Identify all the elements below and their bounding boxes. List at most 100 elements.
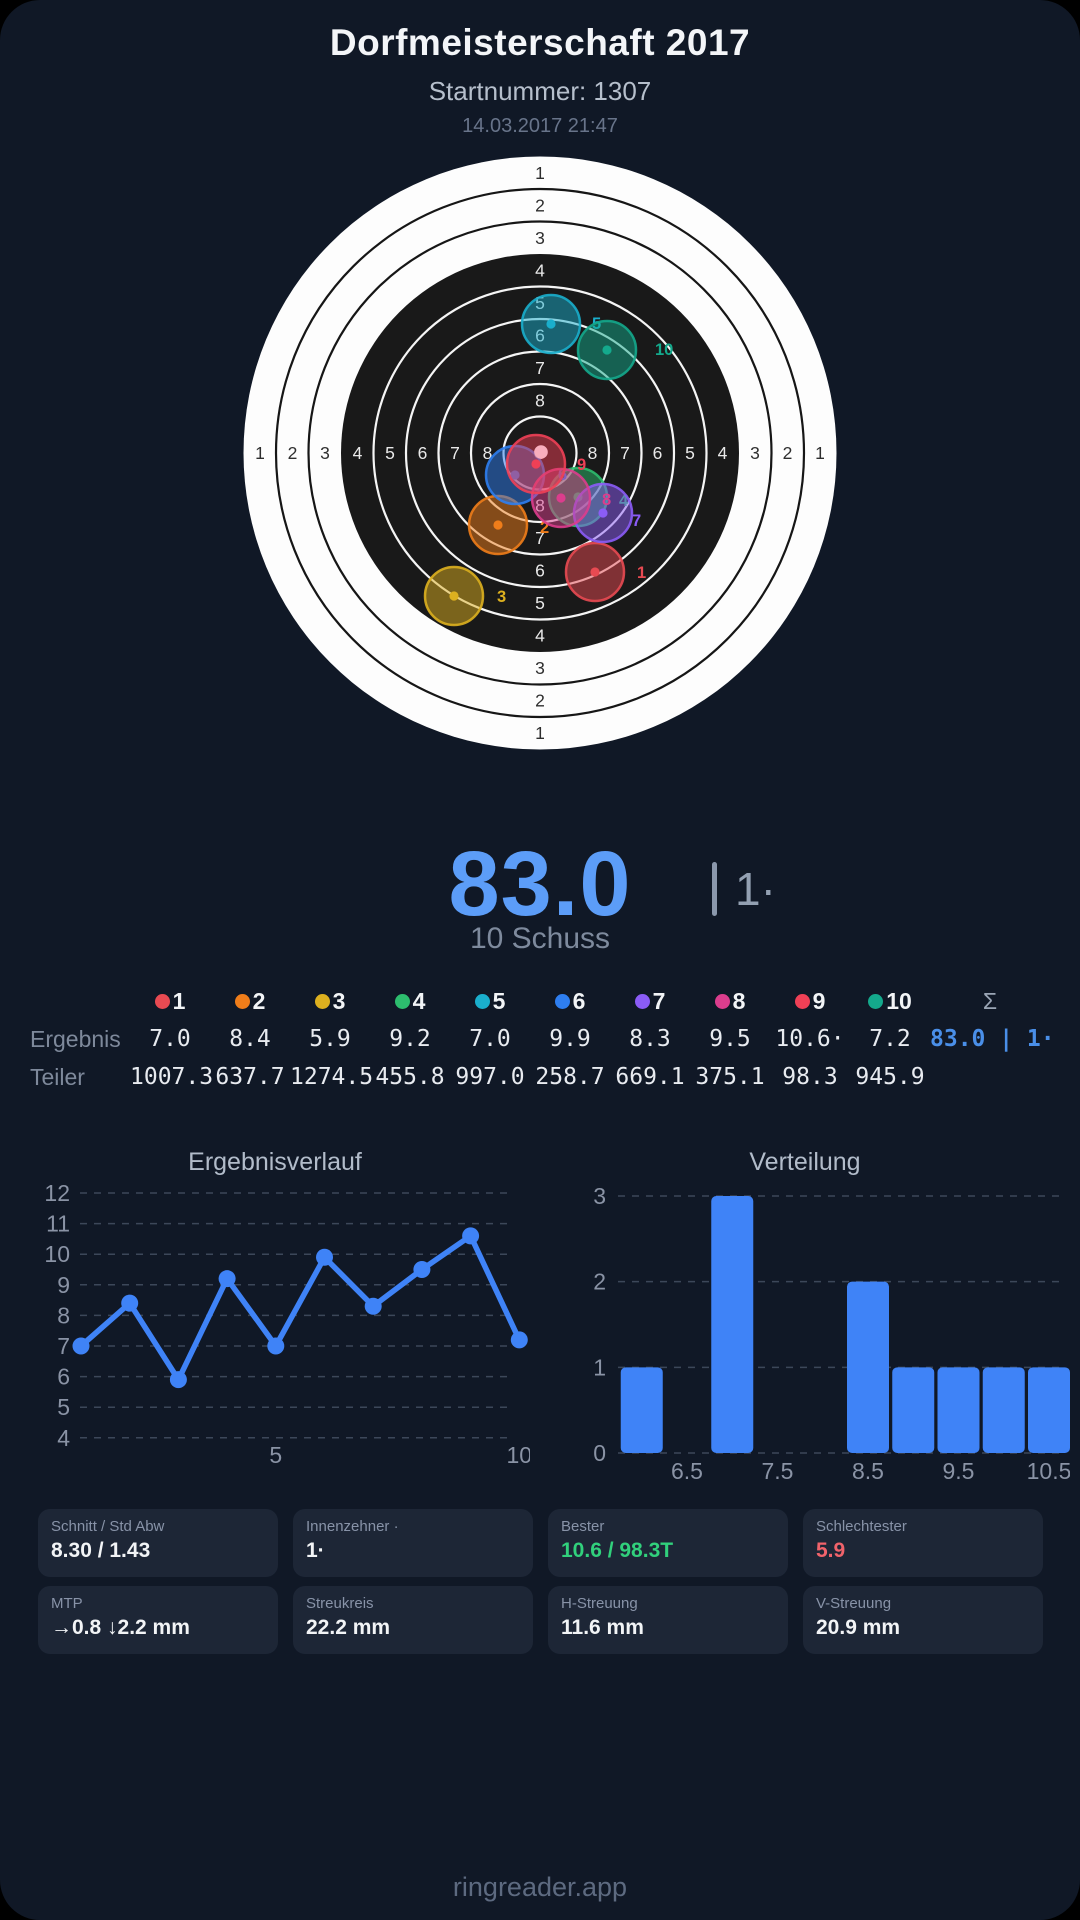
legend-shot-2: 2: [210, 988, 290, 1015]
shot-1-label: 1: [637, 564, 646, 582]
x-tick-label: 7.5: [762, 1458, 794, 1484]
legend-number: 7: [652, 987, 666, 1014]
ergebnis-value: 9.5: [709, 1026, 751, 1052]
stat-label: Bester: [561, 1518, 605, 1535]
inner-tens-count: 1·: [735, 863, 776, 915]
y-tick-label: 9: [57, 1272, 70, 1298]
trend-point-1: [72, 1337, 90, 1355]
ring-circle: [469, 382, 611, 524]
shot-3-legend-dot: [314, 993, 330, 1009]
stat-value: 10.6 / 98.3T: [561, 1539, 674, 1562]
shot-8-label: 8: [602, 491, 611, 509]
trend-point-6: [316, 1248, 333, 1266]
ergebnisverlauf-chart: Ergebnisverlauf 4 5 6 7 8 9 10 11 12 5 10: [30, 1130, 532, 1491]
ring-number-label: 5: [385, 443, 395, 463]
ring-number-label: 7: [535, 358, 545, 378]
ergebnis-row-label: Ergebnis: [30, 1025, 121, 1052]
legend-shot-10: 10: [850, 988, 930, 1015]
histogram-bar-9: [892, 1367, 935, 1453]
y-tick-label: 6: [57, 1364, 70, 1390]
chart-title: Ergebnisverlauf: [188, 1148, 362, 1176]
trend-point-4: [218, 1270, 236, 1288]
page-title: Dorfmeisterschaft 2017: [329, 22, 751, 63]
shot-10-dot: [602, 345, 612, 355]
ergebnis-value: 8.4: [229, 1026, 271, 1052]
histogram-bar-7: [711, 1195, 754, 1453]
trend-point-8: [413, 1261, 431, 1278]
stat-value: 8.30 / 1.43: [51, 1539, 151, 1562]
y-tick-label: 8: [57, 1302, 70, 1328]
stat-label: Schnitt / Std Abw: [51, 1518, 165, 1535]
legend-number: 2: [252, 987, 266, 1014]
ergebnis-value: 9.9: [549, 1026, 591, 1052]
y-tick-label: 10: [44, 1241, 70, 1267]
shot-9-label: 9: [577, 456, 586, 474]
legend-number: 4: [412, 987, 426, 1014]
histogram-bar-6: [620, 1367, 663, 1453]
stat-cards: Schnitt / Std Abw 8.30 / 1.43 Innenzehner …: [38, 1509, 1043, 1654]
shot-7-dot: [598, 508, 608, 518]
ergebnis-sum-value: 83.0 | 1·: [930, 1026, 1055, 1052]
ring-circle: [372, 285, 708, 621]
ring-number-label: 2: [288, 443, 298, 463]
x-tick-label: 6.5: [671, 1458, 703, 1484]
legend-shot-3: 3: [290, 988, 370, 1015]
stat-card-mtp: MTP →0.8 ↓2.2 mm: [38, 1586, 278, 1654]
ring-number-label: 6: [418, 443, 428, 463]
stat-value: 11.6 mm: [561, 1616, 644, 1639]
x-tick-label: 8.5: [852, 1458, 884, 1484]
ergebnis-value: 8.3: [629, 1026, 671, 1052]
trend-point-9: [462, 1227, 480, 1245]
app-brand: ringreader.app: [452, 1872, 628, 1902]
teiler-value: 98.3: [782, 1064, 838, 1090]
trend-point-2: [121, 1294, 139, 1312]
ring-number-label: 4: [353, 443, 363, 463]
ring-number-label: 4: [535, 626, 545, 646]
header: Dorfmeisterschaft 2017 Startnummer: 1307…: [0, 0, 1080, 138]
teiler-value: 637.7: [215, 1064, 285, 1090]
ring-number-label: 8: [588, 443, 598, 463]
verteilung-chart: Verteilung 0 1 2 3 6.5 7.5 8.5 9.5 10.5: [550, 1130, 1071, 1491]
y-tick-label: 5: [57, 1394, 70, 1420]
ergebnis-value: 7.0: [469, 1026, 511, 1052]
trend-point-3: [169, 1371, 187, 1389]
ring-number-label: 7: [620, 443, 630, 463]
ring-number-label: 5: [685, 443, 695, 463]
stat-label: Innenzehner ·: [306, 1518, 399, 1535]
ring-number-label: 8: [535, 391, 545, 411]
ergebnis-value: 5.9: [309, 1026, 351, 1052]
shot-9-dot: [531, 459, 541, 469]
x-tick-label: 9.5: [943, 1458, 975, 1484]
ring-number-label: 6: [653, 443, 663, 463]
ergebnis-value: 7.0: [149, 1026, 191, 1052]
shot-2-legend-dot: [234, 993, 250, 1009]
bar-chart-svg: Verteilung 0 1 2 3 6.5 7.5 8.5 9.5 10.5: [593, 1148, 1071, 1484]
y-tick-label: 1: [593, 1354, 606, 1380]
stat-card-h-streuung: H-Streuung 11.6 mm: [548, 1586, 788, 1654]
ergebnis-value: 7.2: [869, 1026, 911, 1052]
shot-10-label: 10: [655, 341, 673, 359]
legend-number: 1: [172, 987, 186, 1014]
legend-shot-5: 5: [450, 988, 530, 1015]
ring-number-label: 5: [535, 593, 545, 613]
shot-4-legend-dot: [394, 993, 410, 1009]
stat-label: Streukreis: [306, 1595, 374, 1612]
x-tick-label: 10.5: [1027, 1458, 1070, 1484]
legend-shot-4: 4: [370, 988, 450, 1015]
ring-number-label: 3: [750, 443, 760, 463]
legend-shot-9: 9: [770, 988, 850, 1015]
y-tick-label: 4: [57, 1425, 70, 1451]
y-tick-label: 2: [593, 1269, 606, 1295]
shot-7-legend-dot: [634, 993, 650, 1009]
start-number: Startnummer: 1307: [428, 76, 652, 106]
stat-card-innenzehner: Innenzehner · 1·: [293, 1509, 533, 1577]
shot-1-legend-dot: [154, 993, 170, 1009]
shot-6-legend-dot: [554, 993, 570, 1009]
stat-value: →0.8 ↓2.2 mm: [51, 1616, 190, 1639]
teiler-value: 258.7: [535, 1064, 605, 1090]
stat-card-v-streuung: V-Streuung 20.9 mm: [803, 1586, 1043, 1654]
stat-card-schlechtester: Schlechtester 5.9: [803, 1509, 1043, 1577]
legend-number: 9: [812, 987, 826, 1014]
stat-card-schnitt-std-abw: Schnitt / Std Abw 8.30 / 1.43: [38, 1509, 278, 1577]
ring-number-label: 2: [535, 196, 545, 216]
